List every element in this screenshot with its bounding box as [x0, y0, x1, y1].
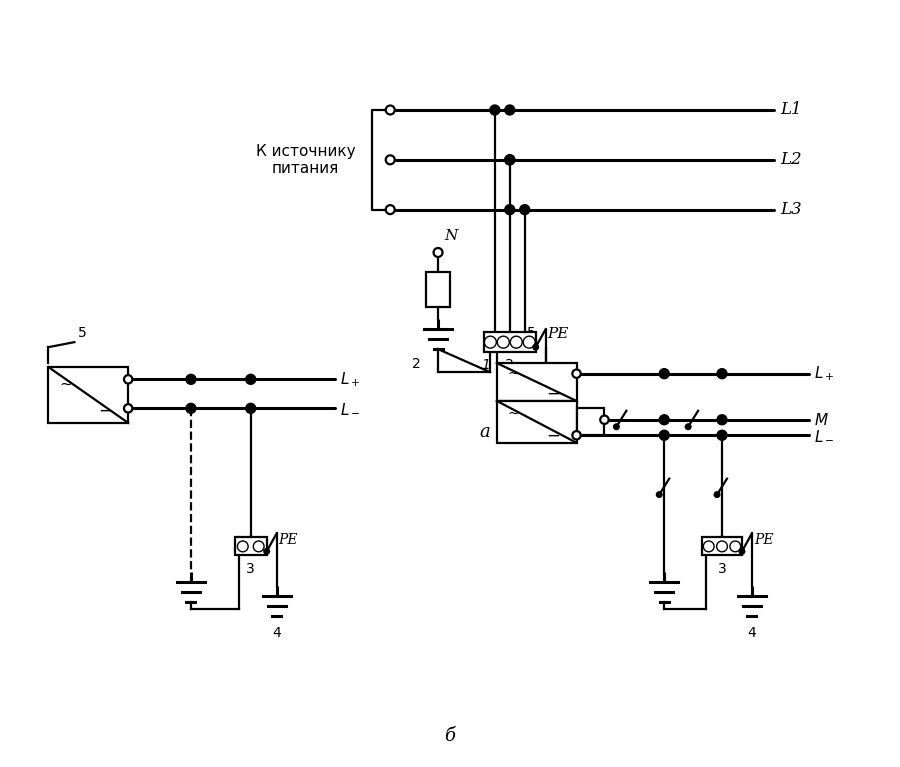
- Bar: [702, 538, 742, 555]
- Text: $L_-$: $L_-$: [340, 401, 361, 416]
- Circle shape: [505, 205, 515, 215]
- Circle shape: [246, 403, 256, 413]
- Bar: [235, 538, 266, 555]
- Bar: [497, 363, 577, 401]
- Circle shape: [246, 374, 256, 384]
- Text: 4: 4: [748, 626, 756, 640]
- Circle shape: [717, 430, 727, 440]
- Text: 1: 1: [482, 358, 490, 372]
- Text: К источнику
питания: К источнику питания: [256, 143, 356, 176]
- Text: −: −: [98, 402, 112, 420]
- Text: 4: 4: [541, 423, 550, 437]
- Circle shape: [600, 416, 608, 424]
- Circle shape: [659, 415, 670, 425]
- Bar: [484, 332, 536, 352]
- Circle shape: [386, 205, 395, 214]
- Bar: [577, 409, 605, 435]
- Circle shape: [186, 403, 196, 413]
- Text: 3: 3: [717, 562, 726, 576]
- Text: PE: PE: [754, 533, 773, 548]
- Circle shape: [505, 155, 515, 165]
- Text: PE: PE: [547, 328, 569, 341]
- Text: −: −: [546, 426, 561, 444]
- Text: 5: 5: [78, 326, 87, 340]
- Text: N: N: [444, 229, 457, 242]
- Text: 4: 4: [273, 626, 281, 640]
- Circle shape: [434, 248, 443, 257]
- Text: $L_-$: $L_-$: [814, 428, 834, 443]
- Circle shape: [659, 369, 670, 379]
- Circle shape: [717, 369, 727, 379]
- Circle shape: [715, 492, 720, 497]
- Circle shape: [264, 548, 269, 555]
- Circle shape: [685, 424, 691, 430]
- Circle shape: [656, 492, 662, 497]
- Bar: [49, 367, 128, 423]
- Text: 2: 2: [411, 357, 420, 371]
- Text: 5: 5: [526, 326, 536, 340]
- Text: L1: L1: [779, 101, 801, 118]
- Text: −: −: [546, 385, 561, 403]
- Bar: [426, 272, 450, 308]
- Text: PE: PE: [279, 533, 298, 548]
- Text: L3: L3: [779, 201, 801, 218]
- Circle shape: [124, 375, 132, 384]
- Text: 3: 3: [506, 358, 514, 372]
- Text: 3: 3: [247, 562, 255, 576]
- Text: $L_+$: $L_+$: [340, 370, 361, 389]
- Text: $M$: $M$: [814, 412, 828, 428]
- Circle shape: [572, 431, 580, 439]
- Text: б: б: [445, 726, 455, 745]
- Circle shape: [386, 156, 395, 164]
- Text: ~: ~: [508, 407, 519, 420]
- Circle shape: [124, 404, 132, 413]
- Circle shape: [490, 105, 500, 115]
- Circle shape: [739, 548, 744, 555]
- Circle shape: [614, 424, 619, 430]
- Text: а: а: [480, 423, 491, 441]
- Text: ~: ~: [59, 377, 72, 391]
- Circle shape: [386, 106, 395, 114]
- Circle shape: [505, 155, 515, 165]
- Text: L2: L2: [779, 151, 801, 168]
- Text: $L_+$: $L_+$: [814, 364, 834, 383]
- Circle shape: [505, 105, 515, 115]
- Text: ~: ~: [508, 367, 519, 380]
- Circle shape: [717, 415, 727, 425]
- Circle shape: [519, 205, 530, 215]
- Circle shape: [533, 344, 538, 350]
- Circle shape: [186, 374, 196, 384]
- Bar: [497, 401, 577, 443]
- Circle shape: [572, 370, 580, 378]
- Circle shape: [659, 430, 670, 440]
